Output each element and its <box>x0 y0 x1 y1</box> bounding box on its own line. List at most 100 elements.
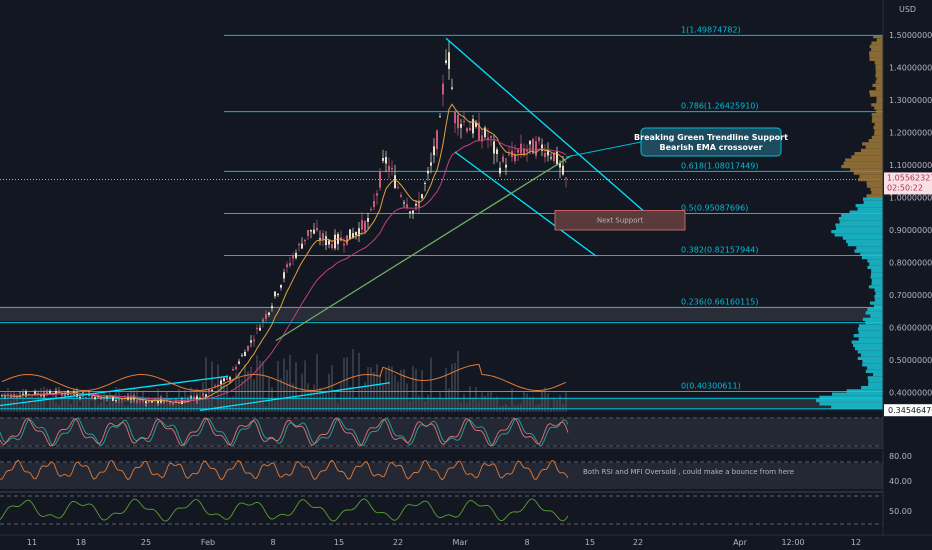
volume-profile-bar <box>871 135 883 139</box>
volume-profile-bar <box>819 402 883 406</box>
candle-body <box>307 229 309 236</box>
time-axis-label: 15 <box>585 538 595 547</box>
volume-bar <box>259 360 261 412</box>
volume-profile-bar <box>871 269 883 273</box>
volume-profile-bar <box>853 343 883 347</box>
volume-bar <box>406 383 408 412</box>
volume-bar <box>412 365 414 412</box>
volume-profile-bar <box>871 278 883 282</box>
candle-body <box>277 293 279 295</box>
candle-body <box>103 397 105 399</box>
time-axis-bg <box>0 535 932 550</box>
volume-bar <box>538 404 540 412</box>
descending-channel-lower <box>454 151 597 257</box>
oscillator-note: Both RSI and MFI Oversold , could make a… <box>583 468 794 476</box>
volume-bar <box>67 396 69 412</box>
volume-profile-bar <box>869 93 883 97</box>
candle-body <box>451 87 453 89</box>
volume-bar <box>559 395 561 412</box>
candle-body <box>403 202 405 204</box>
volume-bar <box>520 403 522 412</box>
countdown-value: 02:50:22 <box>887 183 923 192</box>
candle-body <box>505 164 507 168</box>
volume-bar <box>49 398 51 412</box>
candle-body <box>16 396 18 398</box>
candle-body <box>469 128 471 131</box>
volume-bar <box>319 387 321 412</box>
volume-bar <box>391 366 393 412</box>
candle-body <box>427 170 429 174</box>
candle-body <box>325 236 327 246</box>
candle-body <box>178 402 180 404</box>
candle-body <box>478 122 480 140</box>
volume-profile-bar <box>867 376 883 380</box>
volume-profile-bar <box>869 51 883 55</box>
volume-bar <box>181 397 183 412</box>
volume-bar <box>343 357 345 412</box>
volume-profile-bar <box>868 285 883 289</box>
candle-body <box>415 203 417 206</box>
volume-bar <box>469 386 471 412</box>
descending-channel-upper <box>445 37 644 211</box>
volume-profile-bar <box>834 233 883 237</box>
candle-body <box>250 340 252 343</box>
candle-body <box>445 60 447 64</box>
volume-bar <box>454 362 456 412</box>
volume-bar <box>346 357 348 412</box>
candle-body <box>502 156 504 162</box>
candle-body <box>334 234 336 249</box>
candle-body <box>421 194 423 199</box>
volume-bar <box>28 400 30 412</box>
volume-bar <box>61 397 63 412</box>
candle-body <box>412 210 414 214</box>
volume-bar <box>31 403 33 412</box>
volume-profile-bar <box>845 158 883 162</box>
candle-body <box>232 368 234 371</box>
candle-body <box>295 252 297 259</box>
time-axis-label: 25 <box>141 538 151 547</box>
candle-body <box>322 233 324 240</box>
volume-bar <box>544 387 546 412</box>
fib-level-label: 0.618(1.08017449) <box>681 161 759 170</box>
rsi-band <box>0 463 883 489</box>
price-axis-bg <box>883 0 932 535</box>
fib-level-label: 0.5(0.95087696) <box>681 203 748 212</box>
volume-bar <box>22 388 24 412</box>
volume-bar <box>436 399 438 412</box>
volume-bar <box>397 381 399 412</box>
candle-body <box>79 396 81 398</box>
volume-bar <box>508 406 510 412</box>
candle-body <box>184 400 186 403</box>
volume-bar <box>238 372 240 412</box>
candle-body <box>328 240 330 245</box>
volume-bar <box>307 383 309 412</box>
candle-body <box>274 291 276 297</box>
volume-bar <box>430 357 432 412</box>
candle-body <box>229 377 231 380</box>
stoch-d-line <box>0 417 569 447</box>
volume-bar <box>250 366 252 412</box>
early-trendline <box>0 375 229 407</box>
candle-body <box>358 228 360 237</box>
candle-body <box>367 217 369 222</box>
volume-profile-bar <box>866 184 883 188</box>
volume-profile-bar <box>866 194 883 198</box>
volume-profile-bar <box>853 334 883 338</box>
candle-body <box>37 393 39 395</box>
volume-bar <box>148 402 150 412</box>
volume-profile-bar <box>870 275 883 279</box>
candle-body <box>169 401 171 404</box>
candle-body <box>370 208 372 211</box>
callout-pointer <box>565 141 642 158</box>
candle-body <box>22 394 24 396</box>
volume-bar <box>487 392 489 412</box>
candle-body <box>355 232 357 236</box>
volume-profile-bar <box>838 217 883 221</box>
time-axis-label: 22 <box>633 538 643 547</box>
candle-body <box>418 200 420 209</box>
volume-bar <box>493 397 495 412</box>
candle-body <box>136 400 138 403</box>
volume-profile-bar <box>847 243 883 247</box>
candle-body <box>424 182 426 184</box>
